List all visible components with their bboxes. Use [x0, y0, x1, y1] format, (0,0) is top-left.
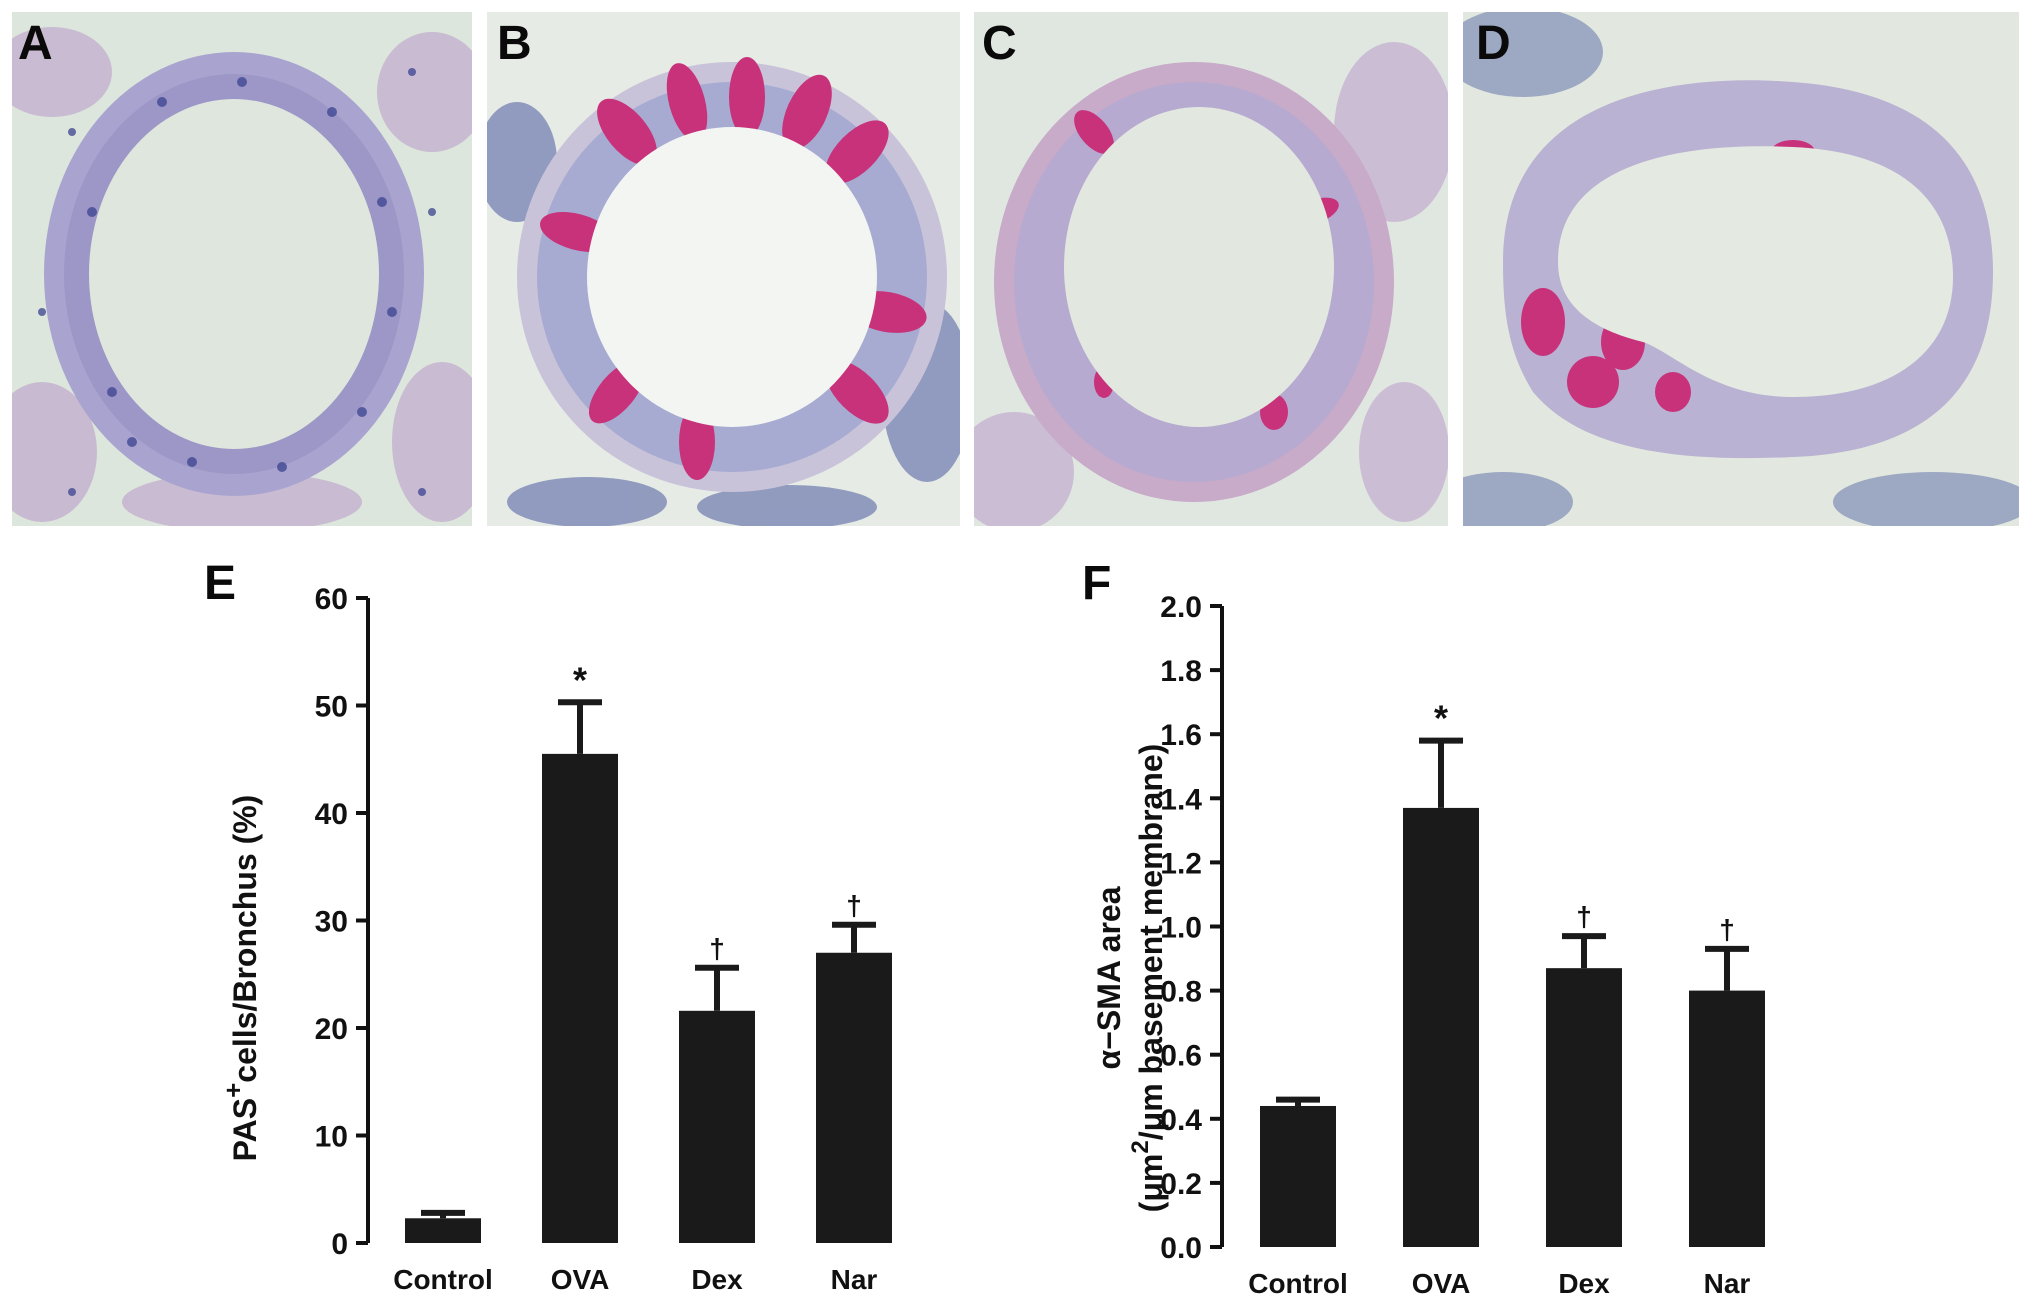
- micrograph-c: [974, 12, 1448, 526]
- y-tick-label-f: 0.6: [1160, 1040, 1202, 1073]
- y-axis-label-e: PAS+cells/Bronchus (%): [220, 795, 263, 1162]
- bar-f: [1260, 1105, 1336, 1247]
- chart-f: α−SMA area (μm2/μm basement membrane) 0.…: [1080, 540, 1820, 1300]
- bar-f: [1546, 968, 1622, 1247]
- bar-f: [1689, 990, 1765, 1247]
- y-tick-label-f: 0.2: [1160, 1168, 1202, 1201]
- y-tick-label-e: 40: [315, 798, 348, 831]
- x-tick-label-f: OVA: [1412, 1268, 1471, 1299]
- significance-mark-e: †: [709, 933, 725, 964]
- y-tick-label-f: 0.0: [1160, 1232, 1202, 1265]
- y-tick-label-e: 30: [315, 906, 348, 939]
- y-axis-label-f-line2-b: /μm basement membrane): [1133, 744, 1169, 1141]
- y-tick-label-f: 2.0: [1160, 591, 1202, 624]
- y-axis-label-e-rest: cells/Bronchus (%): [227, 795, 263, 1083]
- panel-label-a: A: [18, 17, 53, 70]
- y-tick-label-e: 20: [315, 1013, 348, 1046]
- x-tick-label-f: Nar: [1704, 1268, 1751, 1299]
- x-tick-label-e: Nar: [831, 1264, 878, 1295]
- bar-e: [542, 753, 618, 1243]
- y-axis-label-f-line2-sup: 2: [1127, 1140, 1154, 1153]
- y-tick-label-f: 1.8: [1160, 655, 1202, 688]
- y-tick-label-f: 1.6: [1160, 719, 1202, 752]
- bar-e: [679, 1010, 755, 1243]
- micrograph-b: [487, 12, 960, 526]
- micrograph-d-image: [1463, 12, 2019, 526]
- x-tick-label-e: OVA: [551, 1264, 610, 1295]
- plot-area-e: 0 10 20 30 40 50 60 Control OVA * Dex † Nar †: [315, 583, 892, 1295]
- micrograph-a: [12, 12, 472, 526]
- micrograph-a-image: [12, 12, 472, 526]
- significance-mark-e: †: [846, 890, 862, 921]
- significance-mark-e: *: [573, 659, 587, 700]
- y-tick-label-f: 1.2: [1160, 847, 1202, 880]
- chart-f-svg: α−SMA area (μm2/μm basement membrane) 0.…: [1091, 591, 1765, 1299]
- panel-label-b: B: [497, 17, 532, 70]
- y-tick-label-f: 0.8: [1160, 976, 1202, 1009]
- y-tick-label-e: 0: [331, 1228, 348, 1261]
- x-tick-label-e: Dex: [691, 1264, 743, 1295]
- x-tick-label-f: Control: [1248, 1268, 1348, 1299]
- chart-e-svg: PAS+cells/Bronchus (%) 0 10 20 30 40 50 60 Cont…: [220, 583, 892, 1295]
- x-tick-label-e: Control: [393, 1264, 493, 1295]
- panel-label-e: E: [204, 557, 237, 610]
- plot-area-f: 0.0 0.2 0.4 0.6 0.8 1.0 1.2 1.4 1.6 1.8 2.0 Control…: [1160, 591, 1765, 1299]
- y-axis-label-e-main: PAS: [227, 1098, 263, 1161]
- micrograph-c-image: [974, 12, 1448, 526]
- y-axis-label-f-line2-a: (μm: [1133, 1154, 1169, 1213]
- y-tick-label-e: 10: [315, 1121, 348, 1154]
- y-axis-label-f-line2: (μm2/μm basement membrane): [1127, 744, 1169, 1213]
- bar-f: [1403, 807, 1479, 1247]
- y-tick-label-f: 1.0: [1160, 912, 1202, 945]
- panel-label-c: C: [982, 17, 1017, 70]
- panel-label-f: F: [1082, 557, 1112, 610]
- micrograph-b-image: [487, 12, 960, 526]
- micrograph-d: [1463, 12, 2019, 526]
- y-tick-label-f: 0.4: [1160, 1104, 1202, 1137]
- bar-e: [405, 1218, 481, 1243]
- x-tick-label-f: Dex: [1558, 1268, 1610, 1299]
- bar-e: [816, 952, 892, 1243]
- y-tick-label-f: 1.4: [1160, 783, 1202, 816]
- panel-label-d: D: [1476, 17, 1511, 70]
- significance-mark-f: †: [1719, 914, 1735, 945]
- significance-mark-f: †: [1576, 901, 1592, 932]
- y-tick-label-e: 60: [315, 583, 348, 616]
- y-tick-label-e: 50: [315, 691, 348, 724]
- y-axis-label-f-line1: α−SMA area: [1091, 886, 1127, 1069]
- y-axis-label-e-sup: +: [220, 1083, 248, 1098]
- chart-e: PAS+cells/Bronchus (%) 0 10 20 30 40 50 60 Cont…: [220, 540, 920, 1300]
- significance-mark-f: *: [1434, 698, 1448, 739]
